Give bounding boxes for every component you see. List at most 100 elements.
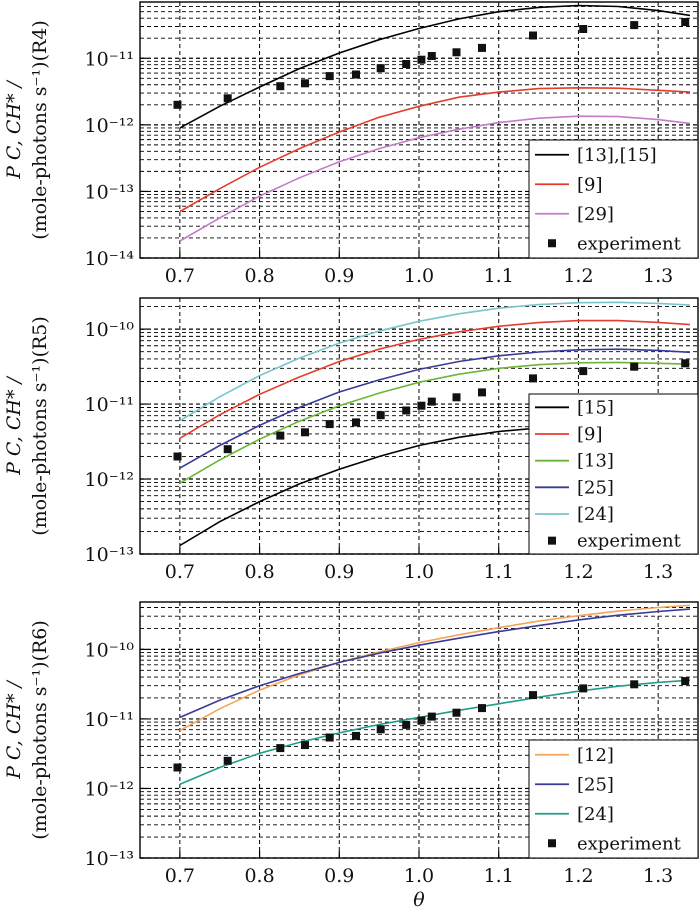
x-tick-label: 1.3 xyxy=(643,561,673,583)
x-tick-label: 1.0 xyxy=(404,561,434,583)
x-tick-label: 1.3 xyxy=(643,265,673,287)
experiment-point xyxy=(402,406,411,415)
legend: [15] [9] [13] [25] [24] experiment xyxy=(528,393,699,555)
series-line xyxy=(179,319,691,439)
x-tick-label: 0.8 xyxy=(244,561,274,583)
y-tick-label: 10⁻¹⁴ xyxy=(85,248,135,270)
x-tick-label: 0.8 xyxy=(244,265,274,287)
legend-label: [24] xyxy=(577,504,614,525)
y-tick-label: 10⁻¹³ xyxy=(85,544,134,566)
experiment-point xyxy=(681,677,690,686)
series-line xyxy=(179,604,691,732)
y-axis-label-line2: (mole-photons s⁻¹)(R6) xyxy=(29,620,51,840)
experiment-point xyxy=(276,82,285,91)
legend-label: [24] xyxy=(577,804,614,825)
x-tick-label: 1.2 xyxy=(563,561,593,583)
experiment-point xyxy=(681,18,690,26)
experiment-point xyxy=(417,401,426,410)
series-line xyxy=(179,4,691,129)
experiment-point xyxy=(417,55,426,64)
panel-r6: 10⁻¹⁰ 10⁻¹¹ 10⁻¹² 10⁻¹³ 0.7 0.8 0.9 1.0 1.1 1.2 1.… xyxy=(3,601,699,887)
series-line xyxy=(179,301,691,422)
experiment-point xyxy=(276,431,285,440)
experiment-point xyxy=(452,708,461,717)
y-axis-label-line1: P C, CH* / xyxy=(3,679,25,779)
legend-label: [9] xyxy=(577,174,603,195)
series-line xyxy=(179,348,691,469)
experiment-point xyxy=(427,397,436,406)
experiment-point xyxy=(223,445,232,454)
experiment-point xyxy=(529,31,537,40)
x-tick-label: 1.0 xyxy=(404,265,434,287)
experiment-point xyxy=(376,725,385,734)
x-tick-label: 0.8 xyxy=(244,865,274,887)
y-axis-label-line1: P C, CH* / xyxy=(3,375,25,475)
legend-box xyxy=(528,393,699,555)
legend-label: [25] xyxy=(577,477,614,498)
x-tick-label: 0.9 xyxy=(324,265,354,287)
series-line xyxy=(179,86,691,213)
y-axis-label-line1: P C, CH* / xyxy=(3,79,25,179)
experiment-point xyxy=(630,680,639,689)
experiment-point xyxy=(301,741,309,750)
experiment-point xyxy=(223,94,232,103)
legend-label: [15] xyxy=(577,397,614,418)
y-tick-label: 10⁻¹⁰ xyxy=(85,319,135,341)
series-line xyxy=(179,361,691,484)
legend-label: [25] xyxy=(577,774,614,795)
y-axis-label-line2: (mole-photons s⁻¹)(R4) xyxy=(29,20,51,240)
legend: [12] [25] [24] experiment xyxy=(528,739,699,859)
panel-r5: 10⁻¹⁰ 10⁻¹¹ 10⁻¹² 10⁻¹³ 0.7 0.8 0.9 1.0 1.1 1.2 1.… xyxy=(3,297,699,583)
y-tick-label: 10⁻¹³ xyxy=(85,848,134,870)
legend-label: experiment xyxy=(577,233,682,254)
experiment-point xyxy=(417,716,426,725)
experiment-point xyxy=(325,72,334,81)
legend-box xyxy=(528,739,699,859)
experiment-point xyxy=(173,452,182,461)
y-tick-label: 10⁻¹³ xyxy=(85,181,134,203)
experiment-point xyxy=(427,52,436,60)
experiment-point xyxy=(529,691,537,700)
experiment-point xyxy=(478,388,486,397)
y-tick-label: 10⁻¹² xyxy=(85,469,134,491)
x-tick-label: 1.1 xyxy=(484,265,514,287)
legend-label: [9] xyxy=(577,424,603,445)
experiment-point xyxy=(478,43,486,52)
legend-label: experiment xyxy=(577,833,682,854)
experiment-point xyxy=(579,684,588,693)
legend-label: [29] xyxy=(577,204,614,225)
legend-label: experiment xyxy=(577,531,682,552)
x-tick-label: 1.1 xyxy=(484,865,514,887)
experiment-point xyxy=(402,720,411,729)
legend-marker xyxy=(548,536,556,545)
y-tick-label: 10⁻¹² xyxy=(85,778,134,800)
experiment-point xyxy=(325,420,334,429)
x-tick-label: 0.7 xyxy=(165,865,195,887)
experiment-point xyxy=(630,21,639,30)
series-line xyxy=(179,115,691,242)
experiment-point xyxy=(352,70,360,79)
x-axis-label: θ xyxy=(413,889,425,911)
experiment-point xyxy=(579,367,588,376)
y-axis-label-line2: (mole-photons s⁻¹)(R5) xyxy=(29,316,51,536)
legend-label: [12] xyxy=(577,745,614,766)
series-line xyxy=(179,679,691,785)
legend-label: [13] xyxy=(577,451,614,472)
legend-marker xyxy=(548,239,556,248)
experiment-point xyxy=(427,712,436,721)
experiment-point xyxy=(478,704,486,713)
panel-r4: 10⁻¹¹ 10⁻¹² 10⁻¹³ 10⁻¹⁴ 0.7 0.8 0.9 1.0 1.1 1.2 1.… xyxy=(3,1,699,287)
experiment-point xyxy=(579,25,588,33)
experiment-point xyxy=(376,64,385,73)
y-tick-label: 10⁻¹¹ xyxy=(85,394,134,416)
experiment-point xyxy=(376,411,385,420)
experiment-point xyxy=(681,359,690,368)
experiment-point xyxy=(529,374,537,383)
experiment-point xyxy=(452,393,461,402)
y-tick-label: 10⁻¹¹ xyxy=(85,709,134,731)
x-tick-label: 1.1 xyxy=(484,561,514,583)
x-tick-label: 0.7 xyxy=(165,265,195,287)
legend-label: [13],[15] xyxy=(577,145,657,166)
x-tick-label: 0.9 xyxy=(324,561,354,583)
